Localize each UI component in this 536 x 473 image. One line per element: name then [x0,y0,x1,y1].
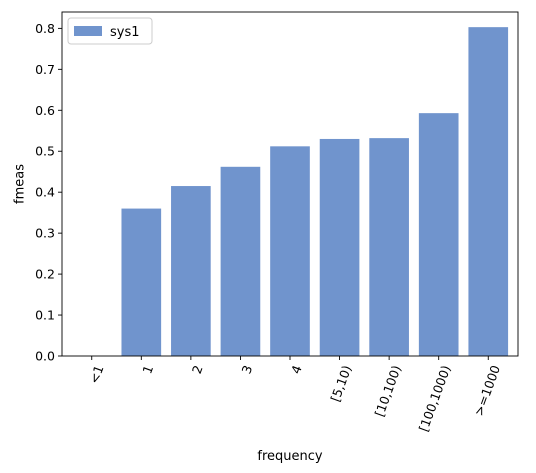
bar-2 [171,186,211,356]
y-tick-label-1: 0.1 [35,308,55,323]
bar-6 [369,138,409,356]
y-tick-label-7: 0.7 [35,62,55,77]
bar-3 [220,166,261,356]
y-axis: 0.0 0.1 0.2 0.3 0.4 0.5 0.6 0.7 0.8 [35,21,62,364]
y-tick-label-4: 0.4 [35,185,55,200]
legend-box [67,17,153,45]
bar-8 [468,27,509,357]
y-axis-label: fmeas [13,164,28,204]
bar-1 [121,208,162,356]
legend: sys1 [67,17,153,45]
legend-swatch-sys1 [74,26,102,36]
bars-layer [121,27,509,357]
bar-5 [319,138,360,356]
y-tick-label-2: 0.2 [35,267,55,282]
y-tick-label-3: 0.3 [35,226,55,241]
bar-7 [418,113,459,357]
y-tick-label-8: 0.8 [35,21,55,36]
x-axis-label: frequency [257,449,323,464]
legend-label-sys1: sys1 [110,25,140,40]
bar-4 [270,146,310,356]
y-tick-label-6: 0.6 [35,103,55,118]
y-tick-label-5: 0.5 [35,144,55,159]
y-tick-label-0: 0.0 [35,349,55,364]
x-tick-label-0: <1 [86,363,106,385]
